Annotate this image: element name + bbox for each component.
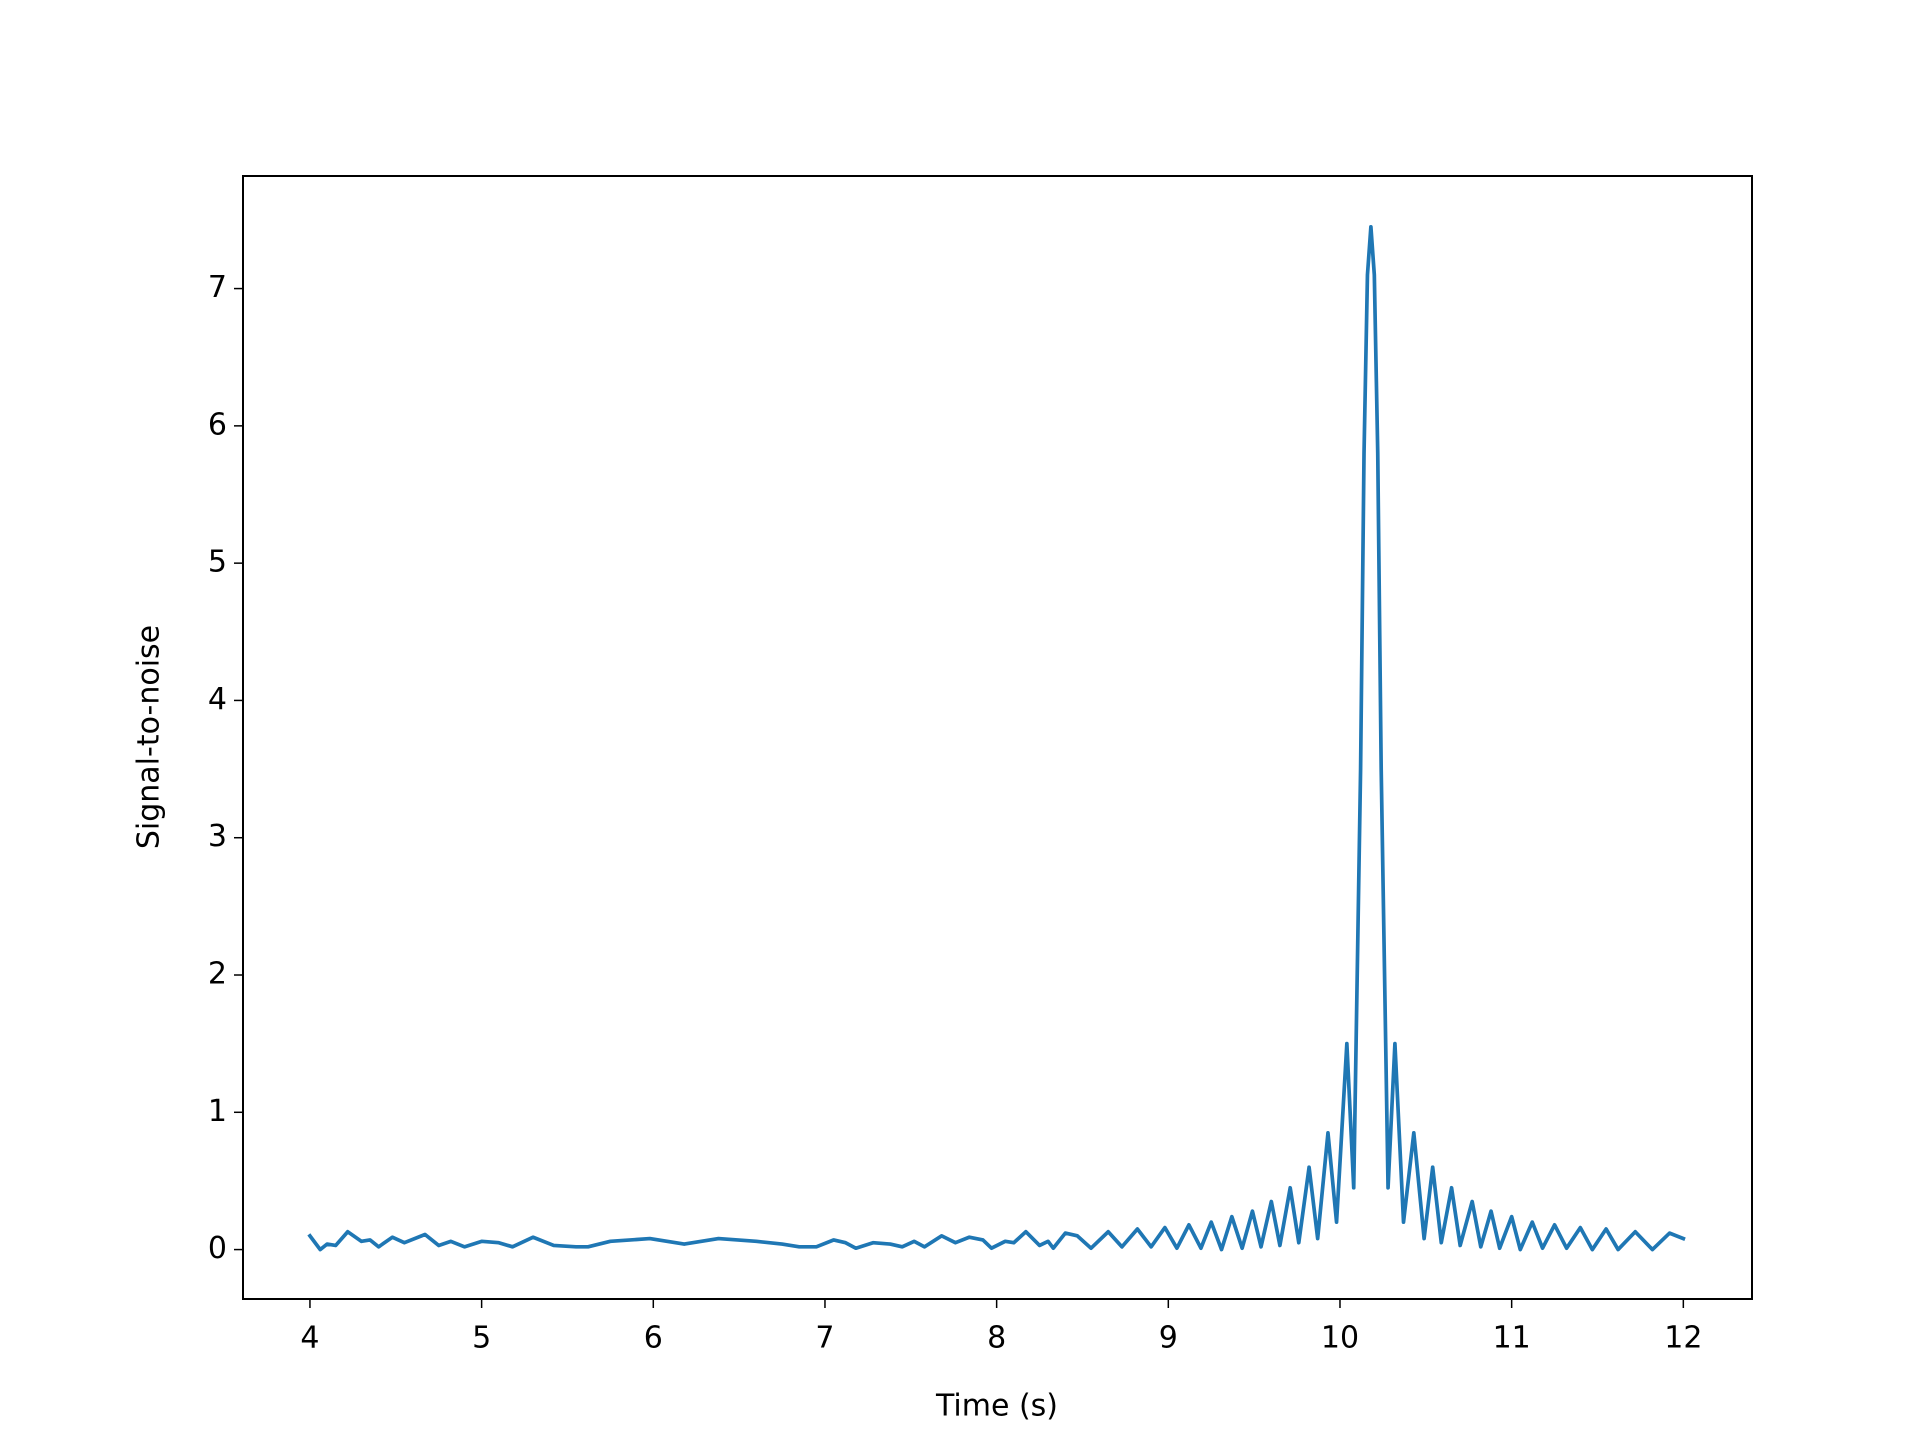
y-axis-label: Signal-to-noise (132, 625, 167, 849)
x-axis-label: Time (s) (935, 1389, 1058, 1424)
x-tick-label: 7 (815, 1321, 834, 1356)
line (307, 224, 1686, 1252)
y-tick-label: 4 (208, 682, 227, 717)
x-tick-label: 8 (987, 1321, 1006, 1356)
y-tick-label: 2 (208, 957, 227, 992)
y-tick-label: 1 (208, 1094, 227, 1129)
y-tick-label: 3 (208, 819, 227, 854)
plot-frame (242, 175, 1753, 1300)
y-tick-label: 6 (208, 407, 227, 442)
y-tick-label: 0 (208, 1231, 227, 1266)
x-tick-label: 11 (1493, 1321, 1531, 1356)
x-tick-label: 10 (1321, 1321, 1359, 1356)
x-tick-label: 9 (1159, 1321, 1178, 1356)
y-tick-label: 5 (208, 545, 227, 580)
x-tick-label: 4 (300, 1321, 319, 1356)
y-tick-label: 7 (208, 270, 227, 305)
x-tick-label: 5 (472, 1321, 491, 1356)
x-tick-label: 12 (1664, 1321, 1702, 1356)
x-tick-label: 6 (644, 1321, 663, 1356)
